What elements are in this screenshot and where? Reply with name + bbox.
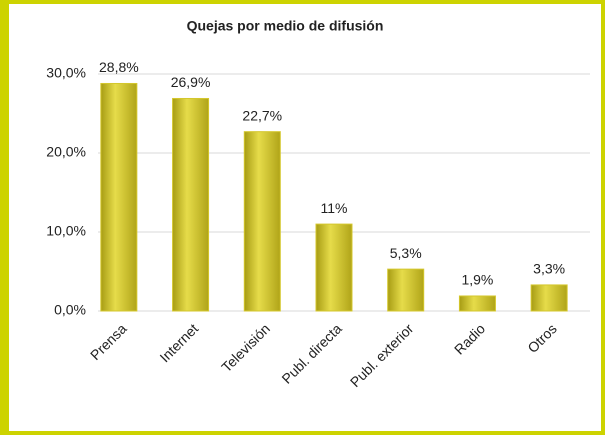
value-label: 28,8% — [99, 59, 139, 75]
bar — [315, 223, 353, 312]
bar — [458, 295, 496, 312]
y-tick-label: 20,0% — [46, 144, 86, 160]
value-label: 22,7% — [242, 107, 282, 123]
x-tick-label: Internet — [156, 320, 201, 365]
y-tick-label: 30,0% — [46, 65, 86, 81]
x-tick-label: Publ. exterior — [347, 320, 417, 390]
value-label: 1,9% — [461, 272, 493, 288]
bar — [530, 284, 568, 312]
x-tick-label: Otros — [524, 320, 560, 356]
frame-left — [0, 0, 9, 435]
x-tick-label: Prensa — [87, 320, 130, 363]
bar — [172, 97, 210, 312]
x-tick-label: Publ. directa — [278, 320, 344, 386]
y-tick-label: 10,0% — [46, 223, 86, 239]
chart-title: Quejas por medio de difusión — [187, 18, 384, 34]
value-label: 3,3% — [533, 261, 565, 277]
x-tick-label: Radio — [451, 320, 488, 357]
value-label: 5,3% — [390, 245, 422, 261]
bar — [243, 131, 281, 312]
value-label: 26,9% — [171, 74, 211, 90]
value-label: 11% — [321, 200, 348, 216]
y-tick-label: 0,0% — [54, 302, 86, 318]
x-tick-label: Televisión — [218, 320, 273, 375]
bar — [387, 268, 425, 312]
bar — [100, 82, 138, 312]
